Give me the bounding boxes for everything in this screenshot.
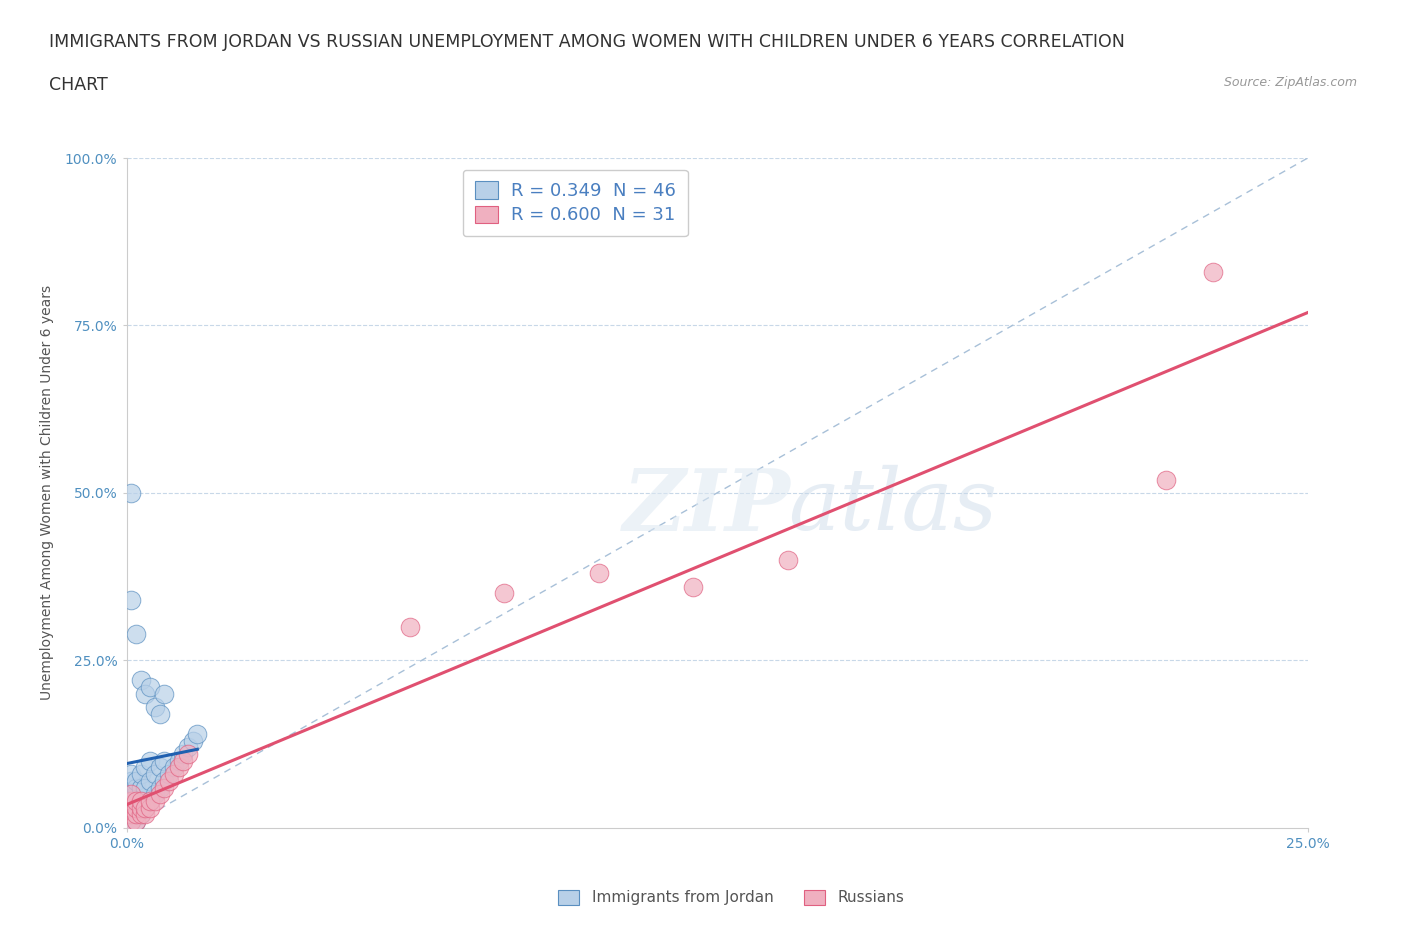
Legend: Immigrants from Jordan, Russians: Immigrants from Jordan, Russians	[550, 883, 912, 913]
Point	[1154, 472, 1177, 487]
Point	[120, 807, 142, 822]
Point	[149, 707, 172, 722]
Point	[125, 626, 148, 641]
Text: IMMIGRANTS FROM JORDAN VS RUSSIAN UNEMPLOYMENT AMONG WOMEN WITH CHILDREN UNDER 6: IMMIGRANTS FROM JORDAN VS RUSSIAN UNEMPL…	[49, 33, 1125, 50]
Point	[120, 814, 142, 829]
Point	[776, 552, 799, 567]
Point	[143, 793, 166, 808]
Point	[143, 766, 166, 781]
Point	[120, 780, 142, 795]
Point	[143, 787, 166, 802]
Point	[120, 766, 142, 781]
Point	[120, 787, 142, 802]
Point	[149, 760, 172, 775]
Point	[125, 793, 148, 808]
Point	[134, 760, 156, 775]
Point	[125, 800, 148, 815]
Point	[120, 807, 142, 822]
Point	[125, 780, 148, 795]
Point	[134, 686, 156, 701]
Point	[120, 814, 142, 829]
Point	[139, 753, 162, 768]
Point	[494, 586, 516, 601]
Point	[157, 766, 180, 781]
Point	[120, 774, 142, 789]
Point	[181, 733, 204, 748]
Point	[143, 699, 166, 714]
Point	[1202, 264, 1225, 279]
Point	[134, 800, 156, 815]
Point	[157, 774, 180, 789]
Legend: R = 0.349  N = 46, R = 0.600  N = 31: R = 0.349 N = 46, R = 0.600 N = 31	[463, 170, 688, 236]
Point	[139, 793, 162, 808]
Y-axis label: Unemployment Among Women with Children Under 6 years: Unemployment Among Women with Children U…	[39, 286, 53, 700]
Point	[120, 592, 142, 607]
Point	[186, 726, 208, 741]
Point	[129, 766, 152, 781]
Point	[139, 793, 162, 808]
Point	[153, 774, 176, 789]
Point	[167, 753, 190, 768]
Point	[167, 760, 190, 775]
Point	[125, 787, 148, 802]
Point	[177, 747, 200, 762]
Point	[172, 753, 194, 768]
Point	[129, 807, 152, 822]
Point	[399, 619, 422, 634]
Point	[139, 680, 162, 695]
Point	[163, 766, 186, 781]
Point	[153, 686, 176, 701]
Point	[120, 787, 142, 802]
Point	[172, 747, 194, 762]
Point	[120, 793, 142, 808]
Point	[134, 807, 156, 822]
Point	[125, 814, 148, 829]
Point	[588, 565, 610, 580]
Point	[125, 774, 148, 789]
Point	[139, 774, 162, 789]
Point	[120, 800, 142, 815]
Point	[120, 485, 142, 500]
Point	[129, 780, 152, 795]
Point	[149, 787, 172, 802]
Point	[153, 753, 176, 768]
Point	[125, 800, 148, 815]
Point	[149, 780, 172, 795]
Point	[153, 780, 176, 795]
Point	[682, 579, 704, 594]
Text: CHART: CHART	[49, 76, 108, 94]
Point	[125, 807, 148, 822]
Point	[134, 780, 156, 795]
Point	[129, 807, 152, 822]
Point	[129, 673, 152, 688]
Point	[120, 793, 142, 808]
Text: ZIP: ZIP	[623, 465, 790, 548]
Point	[177, 740, 200, 755]
Point	[120, 800, 142, 815]
Point	[125, 814, 148, 829]
Point	[163, 760, 186, 775]
Point	[129, 800, 152, 815]
Point	[129, 793, 152, 808]
Text: Source: ZipAtlas.com: Source: ZipAtlas.com	[1223, 76, 1357, 89]
Point	[139, 800, 162, 815]
Point	[134, 800, 156, 815]
Point	[129, 793, 152, 808]
Text: atlas: atlas	[787, 465, 997, 548]
Point	[125, 807, 148, 822]
